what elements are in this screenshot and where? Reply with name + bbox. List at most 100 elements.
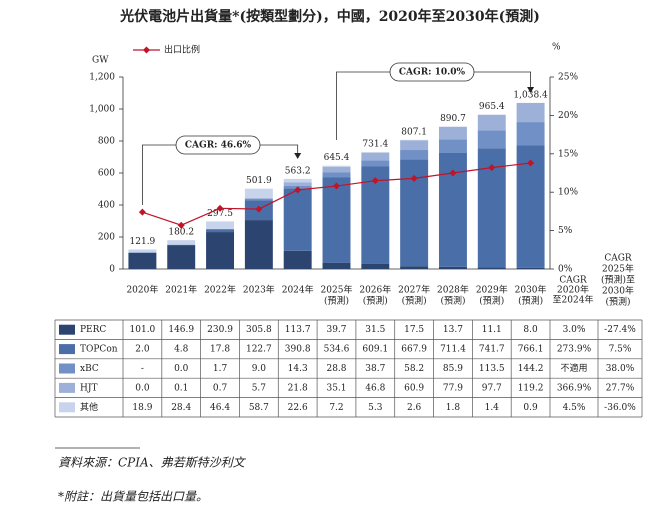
- table-cell: -36.0%: [604, 403, 636, 413]
- table-cell: 21.8: [288, 383, 308, 393]
- table-cell: 11.1: [482, 325, 502, 335]
- bar-segment: [516, 103, 545, 123]
- y-tick-label: 800: [98, 137, 115, 147]
- x-tick-label: 2027年: [398, 284, 430, 296]
- y2-tick-label: 20%: [558, 111, 578, 121]
- table-cell: 46.8: [365, 383, 385, 393]
- note: *附註：出貨量包括出口量。: [58, 490, 208, 504]
- annotation-box: [175, 135, 261, 155]
- bar-segment: [361, 152, 390, 161]
- bar-segment: [167, 245, 196, 269]
- y2-tick-label: 10%: [558, 188, 578, 198]
- total-label: 1,038.4: [513, 90, 548, 100]
- table-cell: 9.0: [252, 364, 267, 374]
- table-cell: 31.5: [365, 325, 385, 335]
- table-cell: 144.2: [518, 364, 544, 374]
- table-cell: 366.9%: [557, 383, 592, 393]
- table-cell: 58.7: [249, 403, 269, 413]
- legend-swatch: [59, 402, 75, 413]
- total-label: 645.4: [324, 153, 350, 163]
- legend-marker: [143, 46, 150, 54]
- bar-segment: [322, 177, 351, 263]
- table-cell: 766.1: [518, 345, 544, 355]
- table-cell: 18.9: [132, 403, 152, 413]
- y-axis-label: GW: [92, 56, 109, 66]
- table-cell: 1.4: [485, 403, 500, 413]
- bar-segment: [477, 130, 506, 149]
- legend-label: 其他: [80, 401, 98, 413]
- export-ratio-marker: [449, 169, 457, 177]
- legend-label: xBC: [80, 364, 99, 374]
- table-cell: 2.0: [135, 345, 150, 355]
- table-cell: 7.5%: [609, 345, 632, 355]
- annotation-box: [389, 62, 475, 82]
- table-cell: 58.2: [404, 364, 424, 374]
- bar-segment: [283, 188, 312, 251]
- table-cell: 101.0: [130, 325, 156, 335]
- table-cell: 77.9: [443, 383, 463, 393]
- export-ratio-marker: [138, 208, 146, 216]
- table-cell: 17.5: [404, 325, 424, 335]
- cagr-header: CAGR: [559, 276, 587, 286]
- export-ratio-marker: [216, 204, 224, 212]
- bar-segment: [128, 249, 157, 253]
- annotation: CAGR: 46.6%: [185, 141, 252, 151]
- table-cell: 4.8: [174, 345, 189, 355]
- x-tick-label: 2024年: [282, 284, 314, 296]
- table-cell: 38.7: [365, 364, 385, 374]
- bar-segment: [322, 165, 351, 167]
- chart-title: 光伏電池片出貨量*(按類型劃分)，中國，2020年至2030年(預測): [119, 8, 540, 25]
- y2-tick-label: 15%: [558, 149, 578, 159]
- cagr-header: 至2024年: [553, 294, 594, 306]
- table-cell: 741.7: [479, 345, 505, 355]
- table-cell: 5.3: [368, 403, 383, 413]
- cagr-header: 2025年: [602, 263, 634, 275]
- source: 資料來源：CPIA、弗若斯特沙利文: [58, 456, 247, 470]
- x-tick-note: (預測): [440, 295, 465, 307]
- table-cell: 305.8: [246, 325, 272, 335]
- bar-segment: [206, 229, 235, 233]
- table-cell: 2.6: [407, 403, 422, 413]
- export-ratio-marker: [333, 182, 340, 190]
- cagr-header: CAGR: [604, 254, 632, 264]
- bar-segment: [516, 267, 545, 269]
- annotation: CAGR: 10.0%: [399, 68, 466, 78]
- table-cell: 39.7: [326, 325, 346, 335]
- table-cell: 534.6: [324, 345, 350, 355]
- cagr-header: 2030年: [602, 285, 634, 297]
- table-cell: -: [141, 364, 144, 374]
- table-cell: 0.1: [174, 383, 188, 393]
- x-tick-label: 2021年: [165, 284, 197, 296]
- x-tick-label: 2022年: [204, 284, 236, 296]
- table-cell: 711.4: [440, 345, 466, 355]
- bar-segment: [244, 198, 273, 199]
- table-cell: -27.4%: [604, 325, 636, 335]
- legend-label: PERC: [80, 325, 106, 335]
- x-tick-label: 2030年: [515, 284, 547, 296]
- table-cell: 60.9: [404, 383, 424, 393]
- table-cell: 390.8: [285, 345, 311, 355]
- y-tick-label: 400: [98, 201, 115, 211]
- table-cell: 146.9: [168, 325, 194, 335]
- x-tick-label: 2028年: [437, 284, 469, 296]
- y2-axis-label: %: [552, 43, 561, 53]
- total-label: 180.2: [168, 228, 194, 238]
- bar-segment: [244, 188, 273, 199]
- bar-segment: [244, 199, 273, 201]
- table-cell: 667.9: [401, 345, 427, 355]
- table-cell: 1.8: [446, 403, 461, 413]
- total-label: 297.5: [207, 209, 233, 219]
- total-label: 501.9: [246, 176, 272, 186]
- total-label: 965.4: [479, 102, 505, 112]
- y-tick-label: 0: [109, 265, 115, 275]
- bar-segment: [438, 126, 467, 140]
- bar-segment: [244, 220, 273, 269]
- export-ratio-marker: [371, 177, 379, 185]
- table-cell: 5.7: [252, 383, 267, 393]
- y-tick-label: 1,000: [89, 105, 115, 115]
- table-cell: 97.7: [482, 383, 502, 393]
- table-cell: 122.7: [246, 345, 272, 355]
- table-cell: 35.1: [326, 383, 346, 393]
- table-cell: 28.4: [171, 403, 191, 413]
- table-cell: 85.9: [443, 364, 463, 374]
